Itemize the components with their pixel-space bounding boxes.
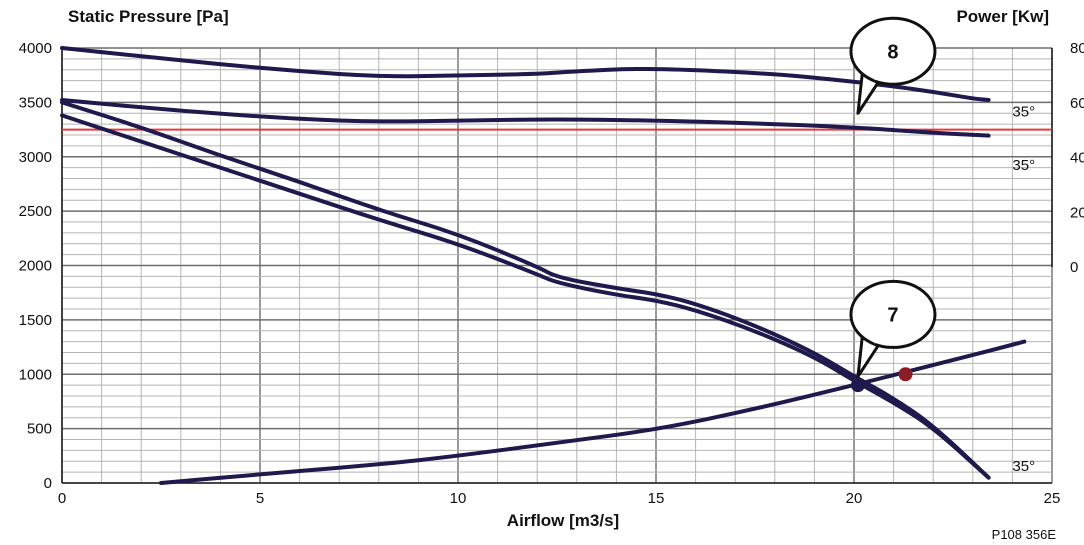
annotations: 35° 35° 35° bbox=[1012, 104, 1035, 476]
y-tick-label: 3000 bbox=[19, 149, 52, 166]
y-tick-label: 3500 bbox=[19, 94, 52, 111]
series-line-3 bbox=[159, 339, 1027, 485]
series-line-4 bbox=[60, 46, 991, 102]
callout-label: 7 bbox=[887, 304, 898, 326]
curve-temperature-label: 35° bbox=[1012, 157, 1035, 174]
series-line-2 bbox=[60, 113, 991, 480]
callout-8: 8 bbox=[849, 16, 937, 115]
x-tick-label: 10 bbox=[450, 490, 467, 507]
y2-tick-label: 20 bbox=[1070, 204, 1084, 221]
x-tick-label: 20 bbox=[846, 490, 863, 507]
y-axis-title: Static Pressure [Pa] bbox=[68, 7, 229, 26]
y2-tick-label: 0 bbox=[1070, 259, 1078, 276]
series-line-5 bbox=[60, 98, 991, 138]
y2-axis-title: Power [Kw] bbox=[956, 7, 1049, 26]
y-tick-label: 1500 bbox=[19, 312, 52, 329]
x-tick-label: 25 bbox=[1044, 490, 1061, 507]
operating-point-marker-1 bbox=[850, 378, 865, 393]
callout-label: 8 bbox=[887, 41, 898, 63]
callout-bubble bbox=[849, 16, 937, 86]
curve-temperature-label: 35° bbox=[1012, 458, 1035, 475]
x-tick-label: 5 bbox=[256, 490, 264, 507]
callout-7: 7 bbox=[849, 279, 937, 378]
figure-reference-code: P108 356E bbox=[992, 527, 1057, 542]
callout-joint bbox=[862, 330, 879, 344]
y2-tick-label: 60 bbox=[1070, 95, 1084, 112]
tick-labels: 0 5 10 15 20 25 0 500 1000 1500 2000 2500 3000 3500 40… bbox=[19, 40, 1084, 507]
callout-bubble bbox=[849, 279, 937, 349]
y2-tick-label: 80 bbox=[1070, 40, 1084, 57]
curve-temperature-label: 35° bbox=[1012, 104, 1035, 121]
y-tick-label: 500 bbox=[27, 421, 52, 438]
x-tick-label: 0 bbox=[58, 490, 66, 507]
y-tick-label: 2000 bbox=[19, 258, 52, 275]
x-tick-label: 15 bbox=[648, 490, 665, 507]
y-tick-label: 1000 bbox=[19, 366, 52, 383]
series-layer bbox=[60, 46, 1027, 485]
y-tick-label: 4000 bbox=[19, 40, 52, 57]
y-tick-label: 2500 bbox=[19, 203, 52, 220]
series-line-1 bbox=[60, 100, 991, 480]
y2-tick-label: 40 bbox=[1070, 150, 1084, 167]
x-axis-title: Airflow [m3/s] bbox=[507, 511, 619, 530]
callout-layer: 87 bbox=[849, 16, 937, 378]
y-tick-label: 0 bbox=[44, 475, 52, 492]
marker-layer bbox=[850, 367, 913, 393]
operating-point-marker-2 bbox=[898, 367, 913, 382]
callout-joint bbox=[862, 67, 879, 81]
